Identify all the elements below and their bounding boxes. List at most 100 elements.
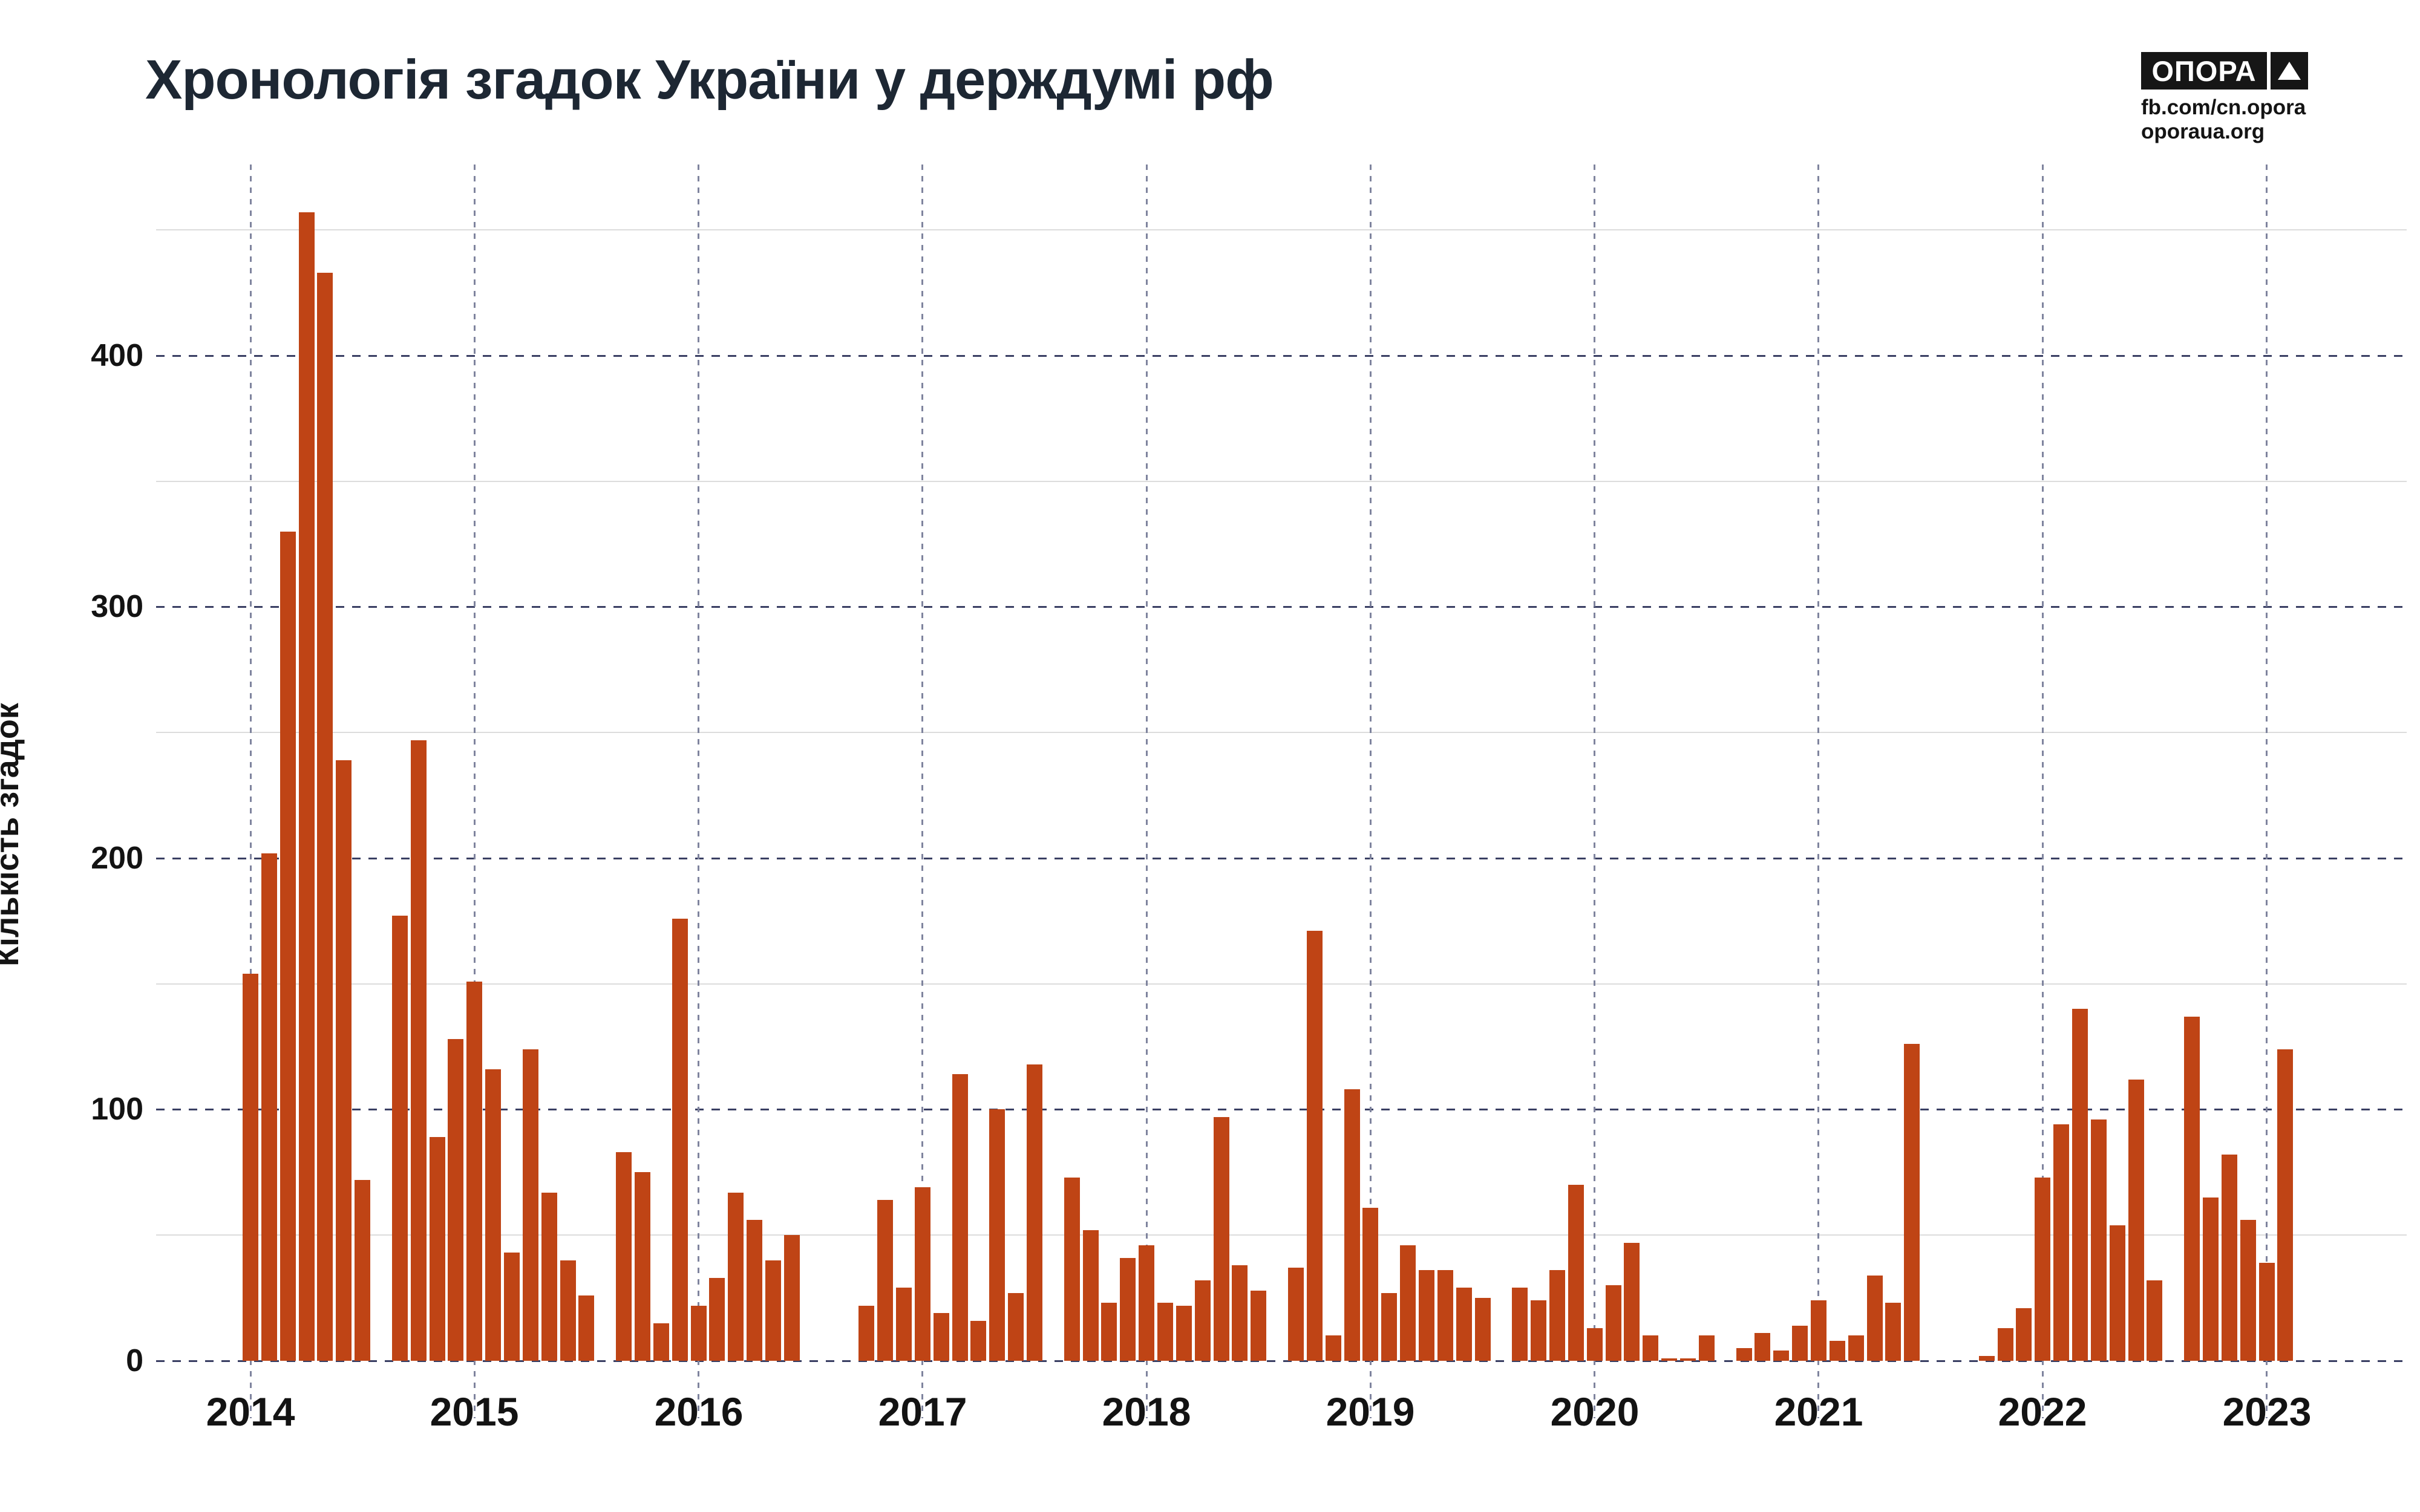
- x-year-label-2016: 2016: [654, 1389, 744, 1434]
- gridline-major-300: [156, 606, 2407, 608]
- gridline-major-400: [156, 355, 2407, 357]
- bar-2015-05: [541, 1193, 557, 1361]
- bar-2018-02: [1157, 1303, 1173, 1361]
- bar-2019-10: [1531, 1300, 1546, 1361]
- bar-2019-02: [1381, 1293, 1397, 1361]
- year-gridline-2020: [1594, 165, 1595, 1418]
- x-year-label-2023: 2023: [2222, 1389, 2312, 1434]
- x-year-label-2019: 2019: [1326, 1389, 1415, 1434]
- gridline-minor-350: [156, 481, 2407, 482]
- bar-2021-04: [1867, 1276, 1883, 1361]
- bar-2022-05: [2110, 1225, 2125, 1361]
- bar-2017-01: [915, 1187, 930, 1361]
- bar-2022-11: [2222, 1155, 2237, 1361]
- bar-2020-07: [1699, 1335, 1715, 1361]
- bar-2019-09: [1512, 1288, 1528, 1361]
- bar-2016-03: [728, 1193, 744, 1361]
- bar-2014-10: [411, 740, 427, 1361]
- bar-2021-01: [1811, 1300, 1826, 1361]
- year-gridline-2015: [474, 165, 476, 1418]
- bar-2020-05: [1661, 1358, 1677, 1361]
- bar-2015-12: [672, 919, 688, 1361]
- bar-2021-11: [1998, 1328, 2013, 1361]
- bar-2019-12: [1568, 1185, 1584, 1361]
- year-gridline-2016: [698, 165, 699, 1418]
- bar-2015-09: [616, 1152, 632, 1361]
- bar-2018-05: [1214, 1117, 1229, 1361]
- gridline-minor-250: [156, 732, 2407, 733]
- year-gridline-2019: [1370, 165, 1372, 1418]
- logo-website-url: oporaua.org: [2141, 120, 2265, 143]
- bar-2018-04: [1195, 1280, 1211, 1361]
- bar-2018-10: [1307, 931, 1323, 1361]
- bar-2015-02: [485, 1069, 501, 1361]
- gridline-minor-150: [156, 983, 2407, 985]
- bar-2017-06: [1008, 1293, 1024, 1361]
- bar-2022-03: [2072, 1009, 2088, 1361]
- bar-2018-01: [1139, 1245, 1154, 1361]
- gridline-major-100: [156, 1109, 2407, 1110]
- chart-title: Хронологія згадок України у держдумі рф: [145, 49, 1274, 111]
- bar-2014-06: [336, 760, 352, 1361]
- bar-2017-05: [989, 1109, 1005, 1361]
- bar-2020-09: [1736, 1348, 1752, 1361]
- bar-2015-06: [560, 1260, 576, 1361]
- bar-2015-11: [653, 1323, 669, 1361]
- bar-2017-09: [1064, 1178, 1080, 1361]
- bar-2023-01: [2259, 1263, 2275, 1361]
- bar-2016-05: [765, 1260, 781, 1361]
- bar-2019-07: [1475, 1298, 1491, 1361]
- bar-2017-07: [1027, 1064, 1042, 1361]
- bar-2018-12: [1344, 1089, 1360, 1361]
- bar-2015-10: [635, 1172, 650, 1361]
- bar-2016-02: [709, 1278, 725, 1361]
- year-gridline-2018: [1146, 165, 1148, 1418]
- bar-2015-03: [504, 1253, 520, 1361]
- year-gridline-2021: [1817, 165, 1819, 1418]
- bar-2014-07: [355, 1180, 370, 1361]
- bar-2016-06: [784, 1235, 800, 1361]
- year-gridline-2014: [250, 165, 252, 1418]
- bar-2016-10: [858, 1306, 874, 1361]
- bar-2016-04: [747, 1220, 762, 1361]
- x-year-label-2021: 2021: [1774, 1389, 1863, 1434]
- bar-2019-11: [1549, 1270, 1565, 1361]
- bar-2017-10: [1083, 1230, 1099, 1361]
- bar-2017-12: [1120, 1258, 1136, 1361]
- x-year-label-2015: 2015: [430, 1389, 519, 1434]
- bar-2022-06: [2128, 1080, 2144, 1361]
- gridline-minor-50: [156, 1234, 2407, 1236]
- bar-2018-06: [1232, 1265, 1248, 1361]
- bar-2022-12: [2240, 1220, 2256, 1361]
- bar-2020-06: [1680, 1358, 1696, 1361]
- bar-2017-04: [970, 1321, 986, 1361]
- x-year-label-2014: 2014: [206, 1389, 295, 1434]
- bar-2015-04: [523, 1049, 538, 1361]
- bar-2019-05: [1437, 1270, 1453, 1361]
- bar-2014-04: [299, 212, 315, 1361]
- bar-2017-11: [1101, 1303, 1117, 1361]
- bar-2014-05: [317, 273, 333, 1361]
- y-tick-label-200: 200: [91, 841, 143, 876]
- bar-2021-06: [1904, 1044, 1920, 1361]
- bar-2021-02: [1830, 1341, 1845, 1361]
- bar-2017-02: [934, 1313, 949, 1361]
- bar-2016-01: [691, 1306, 707, 1361]
- bar-2020-10: [1754, 1333, 1770, 1361]
- bar-2021-10: [1979, 1356, 1995, 1361]
- bar-2023-02: [2277, 1049, 2293, 1361]
- bar-2022-09: [2184, 1017, 2200, 1361]
- gridline-minor-450: [156, 229, 2407, 230]
- bar-2019-03: [1400, 1245, 1416, 1361]
- y-tick-label-400: 400: [91, 338, 143, 373]
- bar-2019-04: [1419, 1270, 1434, 1361]
- bar-2020-03: [1624, 1243, 1640, 1361]
- bar-2020-12: [1792, 1326, 1808, 1361]
- bar-2020-01: [1587, 1328, 1603, 1361]
- bar-2021-12: [2016, 1308, 2032, 1361]
- gridline-major-200: [156, 858, 2407, 859]
- bar-2022-02: [2053, 1124, 2069, 1361]
- bar-2015-07: [578, 1295, 594, 1361]
- opora-logo-box: [2271, 52, 2308, 90]
